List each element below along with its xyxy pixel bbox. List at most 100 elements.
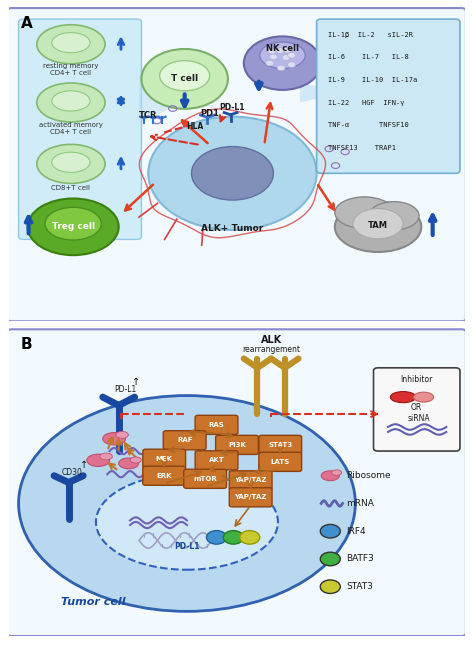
Ellipse shape xyxy=(321,471,339,481)
Text: ALK+ Tumor: ALK+ Tumor xyxy=(201,224,264,233)
Text: TNFSF13    TRAP1: TNFSF13 TRAP1 xyxy=(328,145,396,151)
FancyBboxPatch shape xyxy=(143,466,186,485)
Text: AKT: AKT xyxy=(209,458,224,463)
Text: PD-L1: PD-L1 xyxy=(174,542,200,551)
Ellipse shape xyxy=(391,391,416,402)
Text: YAP/TAZ: YAP/TAZ xyxy=(235,495,267,500)
Text: B: B xyxy=(21,337,33,352)
Text: BATF3: BATF3 xyxy=(346,554,374,563)
Text: CD4+ T cell: CD4+ T cell xyxy=(50,69,91,75)
Ellipse shape xyxy=(45,207,101,240)
Text: ↑: ↑ xyxy=(80,460,88,470)
Circle shape xyxy=(269,54,277,60)
Text: resting memory: resting memory xyxy=(43,63,99,69)
FancyBboxPatch shape xyxy=(184,469,227,488)
Polygon shape xyxy=(300,84,321,103)
Text: TAM: TAM xyxy=(368,221,388,230)
FancyBboxPatch shape xyxy=(195,415,238,434)
Text: IL-9    IL-10  IL-17a: IL-9 IL-10 IL-17a xyxy=(328,77,417,83)
Ellipse shape xyxy=(118,458,139,469)
Ellipse shape xyxy=(37,144,105,184)
Ellipse shape xyxy=(130,457,141,463)
Text: STAT3: STAT3 xyxy=(268,442,292,448)
Text: T cell: T cell xyxy=(171,75,198,83)
Ellipse shape xyxy=(18,396,356,611)
Ellipse shape xyxy=(52,32,90,53)
FancyBboxPatch shape xyxy=(317,19,460,173)
Text: mTOR: mTOR xyxy=(193,476,217,482)
Text: STAT3: STAT3 xyxy=(346,582,373,591)
Circle shape xyxy=(240,531,260,544)
Text: RAS: RAS xyxy=(209,422,224,428)
Ellipse shape xyxy=(332,470,342,476)
Ellipse shape xyxy=(37,25,105,64)
Text: ALK: ALK xyxy=(261,335,282,345)
Ellipse shape xyxy=(160,60,210,91)
Ellipse shape xyxy=(260,42,305,69)
Text: Tumor cell: Tumor cell xyxy=(61,597,126,607)
Ellipse shape xyxy=(103,432,126,445)
FancyBboxPatch shape xyxy=(259,452,301,471)
Ellipse shape xyxy=(413,392,434,402)
Circle shape xyxy=(276,48,284,53)
Ellipse shape xyxy=(335,202,421,252)
Text: Ribosome: Ribosome xyxy=(346,471,391,480)
FancyBboxPatch shape xyxy=(18,19,141,239)
Text: MEK: MEK xyxy=(155,456,173,461)
Text: TNF-α       TNFSF10: TNF-α TNFSF10 xyxy=(328,123,409,129)
FancyBboxPatch shape xyxy=(7,8,466,321)
Circle shape xyxy=(207,531,227,544)
Text: rearrangement: rearrangement xyxy=(242,345,300,354)
FancyBboxPatch shape xyxy=(259,435,301,454)
Ellipse shape xyxy=(37,83,105,122)
FancyBboxPatch shape xyxy=(163,431,206,450)
Text: PD1: PD1 xyxy=(200,109,219,118)
Text: Treg cell: Treg cell xyxy=(52,223,95,231)
FancyBboxPatch shape xyxy=(7,329,466,636)
Text: RAF: RAF xyxy=(177,437,192,443)
Text: YAP/TAZ: YAP/TAZ xyxy=(235,478,267,484)
Text: IL-22   HGF  IFN-γ: IL-22 HGF IFN-γ xyxy=(328,100,404,106)
Text: NK cell: NK cell xyxy=(266,45,299,53)
Text: CD8+T cell: CD8+T cell xyxy=(51,185,91,191)
Text: PD-L1: PD-L1 xyxy=(220,103,245,112)
Text: IRF4: IRF4 xyxy=(346,527,366,535)
Ellipse shape xyxy=(100,453,112,460)
Ellipse shape xyxy=(369,202,419,230)
Circle shape xyxy=(277,65,285,71)
Ellipse shape xyxy=(191,147,273,200)
Circle shape xyxy=(282,55,290,60)
Ellipse shape xyxy=(27,199,118,255)
Text: siRNA: siRNA xyxy=(408,414,430,423)
Text: A: A xyxy=(21,16,33,31)
Text: PD-L1: PD-L1 xyxy=(114,385,137,394)
Text: TCR: TCR xyxy=(139,110,157,119)
FancyBboxPatch shape xyxy=(216,435,258,454)
Text: ↑: ↑ xyxy=(132,376,140,387)
Text: PI3K: PI3K xyxy=(228,442,246,448)
Text: OR: OR xyxy=(411,404,422,412)
FancyBboxPatch shape xyxy=(195,451,238,470)
Ellipse shape xyxy=(141,49,228,109)
Circle shape xyxy=(288,53,296,58)
FancyBboxPatch shape xyxy=(229,471,272,490)
Ellipse shape xyxy=(96,474,278,570)
Ellipse shape xyxy=(52,91,90,111)
Text: IL-6    IL-7   IL-8: IL-6 IL-7 IL-8 xyxy=(328,55,409,60)
Text: activated memory: activated memory xyxy=(39,123,103,129)
Circle shape xyxy=(288,62,296,67)
Circle shape xyxy=(265,60,274,66)
Text: HLA: HLA xyxy=(186,121,204,130)
Text: CD4+ T cell: CD4+ T cell xyxy=(50,129,91,136)
Text: IL-1β  IL-2   sIL-2R: IL-1β IL-2 sIL-2R xyxy=(328,32,413,38)
Ellipse shape xyxy=(52,153,90,173)
Text: mRNA: mRNA xyxy=(346,499,374,508)
FancyBboxPatch shape xyxy=(143,449,186,469)
Ellipse shape xyxy=(87,454,109,467)
Text: CD30: CD30 xyxy=(62,468,82,477)
Circle shape xyxy=(320,524,340,538)
Ellipse shape xyxy=(244,36,321,90)
Polygon shape xyxy=(139,57,201,123)
FancyBboxPatch shape xyxy=(374,368,460,451)
Ellipse shape xyxy=(116,432,128,438)
